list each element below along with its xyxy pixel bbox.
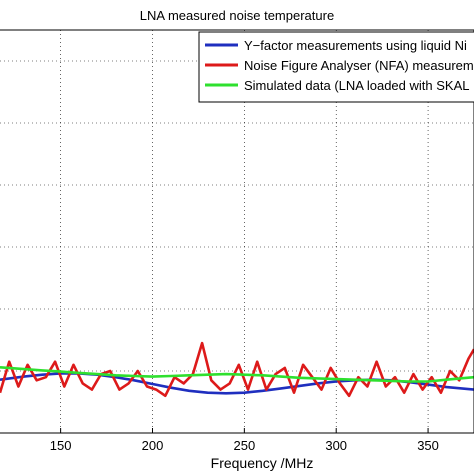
series-lines bbox=[0, 341, 474, 398]
legend-label-2: Noise Figure Analyser (NFA) measurem bbox=[244, 58, 474, 73]
x-tick-label: 150 bbox=[50, 438, 72, 453]
legend-label-3: Simulated data (LNA loaded with SKAL bbox=[244, 78, 469, 93]
series-line-2 bbox=[0, 341, 474, 398]
x-tick-label: 300 bbox=[325, 438, 347, 453]
x-tick-label: 200 bbox=[142, 438, 164, 453]
x-tick-label: 250 bbox=[233, 438, 255, 453]
x-axis-label: Frequency /MHz bbox=[211, 455, 314, 471]
legend: Y−factor measurements using liquid Ni Noi… bbox=[198, 31, 474, 103]
plot-frame bbox=[0, 29, 474, 434]
chart-title: LNA measured noise temperature bbox=[140, 8, 334, 23]
legend-label-1: Y−factor measurements using liquid Ni bbox=[244, 38, 467, 53]
legend-box bbox=[198, 31, 474, 103]
series-line-3 bbox=[0, 366, 474, 383]
x-tick-label: 350 bbox=[417, 438, 439, 453]
x-tick-labels: 150 200 250 300 350 bbox=[50, 428, 439, 453]
